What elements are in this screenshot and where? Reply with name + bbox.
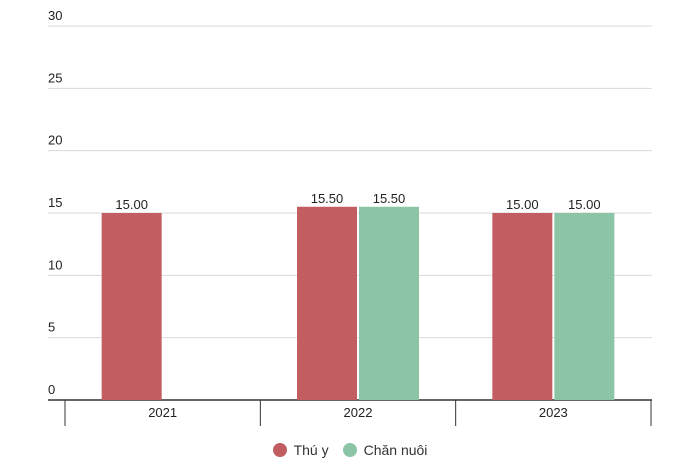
bar-chan-nuoi-2023 — [554, 213, 615, 400]
y-tick-label: 20 — [48, 133, 62, 148]
chart-canvas: 0 5 10 15 20 25 30 2021 2022 2023 15.00 15.50 15.50 1… — [48, 8, 652, 426]
y-tick-label: 25 — [48, 70, 62, 85]
x-tick-label: 2021 — [148, 405, 177, 420]
y-tick-label: 5 — [48, 320, 55, 335]
data-label: 15.00 — [506, 197, 539, 212]
y-tick-label: 0 — [48, 382, 55, 397]
legend-label-thu-y: Thú y — [293, 442, 329, 458]
bar-thu-y-2021 — [101, 213, 162, 400]
x-tick-label: 2023 — [539, 405, 568, 420]
data-label: 15.00 — [115, 197, 148, 212]
y-tick-label: 30 — [48, 8, 62, 23]
legend-item-thu-y[interactable]: Thú y — [272, 442, 329, 458]
legend-swatch-chan-nuoi — [342, 443, 357, 457]
bar-thu-y-2022 — [297, 206, 357, 400]
data-label: 15.50 — [373, 191, 406, 206]
data-label: 15.00 — [568, 197, 601, 212]
legend-item-chan-nuoi[interactable]: Chăn nuôi — [342, 442, 428, 458]
legend-label-chan-nuoi: Chăn nuôi — [363, 442, 428, 458]
bar-chan-nuoi-2022 — [359, 206, 419, 400]
legend-swatch-thu-y — [272, 443, 287, 457]
x-tick-label: 2022 — [344, 405, 373, 420]
data-label: 15.50 — [311, 191, 344, 206]
y-tick-label: 10 — [48, 257, 62, 272]
legend: Thú y Chăn nuôi — [0, 442, 700, 458]
bar-thu-y-2023 — [492, 213, 553, 400]
y-tick-label: 15 — [48, 195, 62, 210]
